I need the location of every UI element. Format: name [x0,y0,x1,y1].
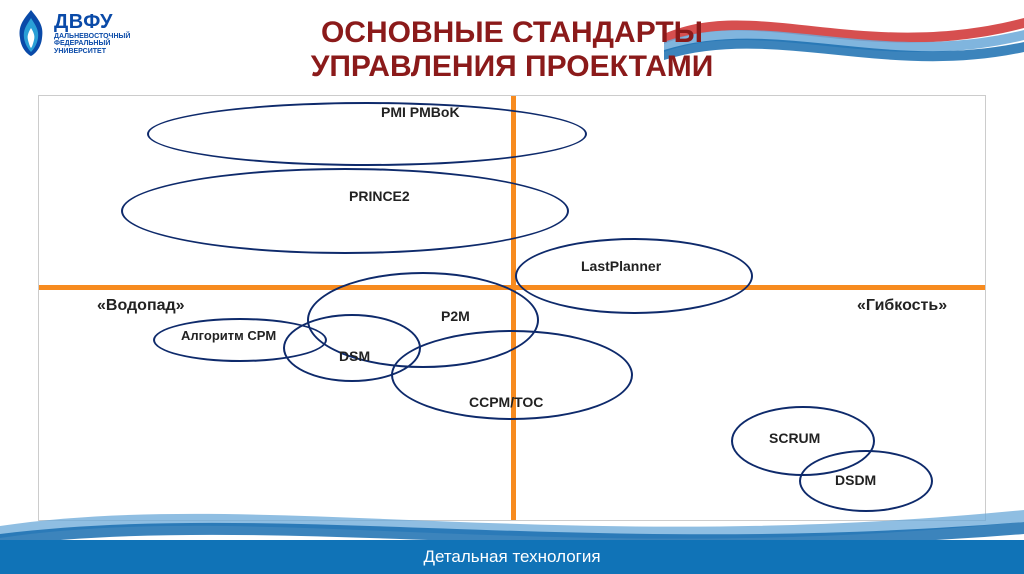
footer-caption: Детальная технология [423,547,600,567]
page-title: ОСНОВНЫЕ СТАНДАРТЫУПРАВЛЕНИЯ ПРОЕКТАМИ [0,16,1024,83]
title-line-2: УПРАВЛЕНИЯ ПРОЕКТАМИ [311,50,714,83]
ellipse-pmbok [147,102,587,166]
ellipse-label-p2m: P2M [441,308,470,324]
ellipse-lastplan [515,238,753,314]
ellipse-label-dsm: DSM [339,348,370,364]
ellipse-label-dsdm: DSDM [835,472,876,488]
ellipse-label-cpm: Алгоритм CPM [181,328,276,343]
footer-bar: Детальная технология [0,540,1024,574]
ellipse-label-ccpm: CCPM/TOC [469,394,543,410]
ellipse-label-prince2: PRINCE2 [349,188,410,204]
quadrant-chart: «Водопад» «Гибкость» PMI PMBoK PRINCE2 Las… [38,95,986,521]
ellipse-label-lastplan: LastPlanner [581,258,661,274]
ellipse-label-pmbok: PMI PMBoK [381,104,460,120]
axis-label-right: «Гибкость» [857,297,947,315]
slide-root: ДВФУ ДАЛЬНЕВОСТОЧНЫЙ ФЕДЕРАЛЬНЫЙ УНИВЕРС… [0,0,1024,574]
title-line-1: ОСНОВНЫЕ СТАНДАРТЫ [321,16,703,49]
axis-label-left: «Водопад» [97,297,185,315]
ellipse-label-scrum: SCRUM [769,430,820,446]
ellipse-prince2 [121,168,569,254]
